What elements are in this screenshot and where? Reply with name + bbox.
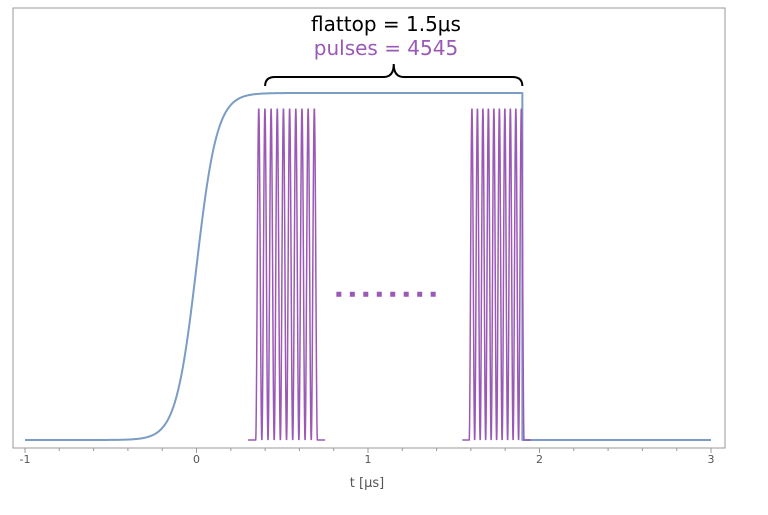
- x-axis-ticks: -1 0 1 2 3: [20, 448, 715, 466]
- pulses-label: pulses = 4545: [314, 36, 458, 60]
- pulse-group-line: [462, 108, 531, 441]
- ellipsis-dot: [403, 291, 409, 297]
- ellipsis-dot: [417, 291, 423, 297]
- ellipsis-dot: [336, 291, 342, 297]
- ellipsis-dots: [336, 291, 436, 297]
- ellipsis-dot: [363, 291, 369, 297]
- flattop-brace: [264, 63, 524, 87]
- envelope-line: [24, 92, 711, 441]
- plot-frame: [12, 7, 726, 449]
- x-tick-label: 2: [536, 453, 543, 466]
- series-group: [24, 92, 711, 441]
- x-axis-label: t [μs]: [350, 476, 384, 491]
- ellipsis-dot: [376, 291, 382, 297]
- flattop-label: flattop = 1.5μs: [311, 12, 461, 36]
- ellipsis-dot: [390, 291, 396, 297]
- x-tick-label: 1: [365, 453, 372, 466]
- ellipsis-dot: [349, 291, 355, 297]
- x-tick-label: -1: [20, 453, 31, 466]
- pulse-group-line: [247, 108, 326, 441]
- ellipsis-dot: [430, 291, 436, 297]
- x-tick-label: 3: [708, 453, 715, 466]
- x-tick-label: 0: [193, 453, 200, 466]
